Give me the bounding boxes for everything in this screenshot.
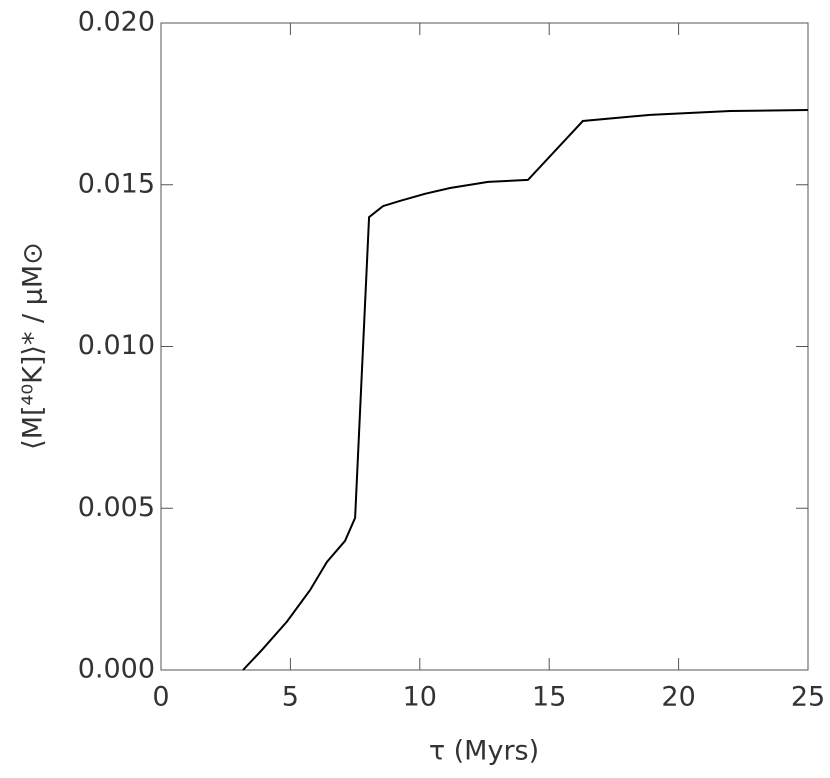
plot-frame — [160, 22, 809, 671]
data-line — [242, 109, 809, 671]
x-tick-label: 20 — [661, 682, 695, 713]
y-tick-label: 0.005 — [78, 492, 155, 523]
y-axis-label: ⟨M[⁴⁰K]⟩* / μM⊙ — [18, 242, 49, 450]
x-tick-label: 10 — [403, 682, 437, 713]
y-tick-label: 0.000 — [78, 654, 155, 685]
x-axis-label: τ (Myrs) — [429, 736, 539, 767]
x-tick-label: 5 — [282, 682, 299, 713]
y-tick-label: 0.010 — [78, 330, 155, 361]
x-tick-label: 0 — [152, 682, 169, 713]
x-tick-label: 15 — [532, 682, 566, 713]
y-tick-label: 0.015 — [78, 168, 155, 199]
y-tick-label: 0.020 — [78, 7, 155, 38]
x-tick-label: 25 — [791, 682, 825, 713]
